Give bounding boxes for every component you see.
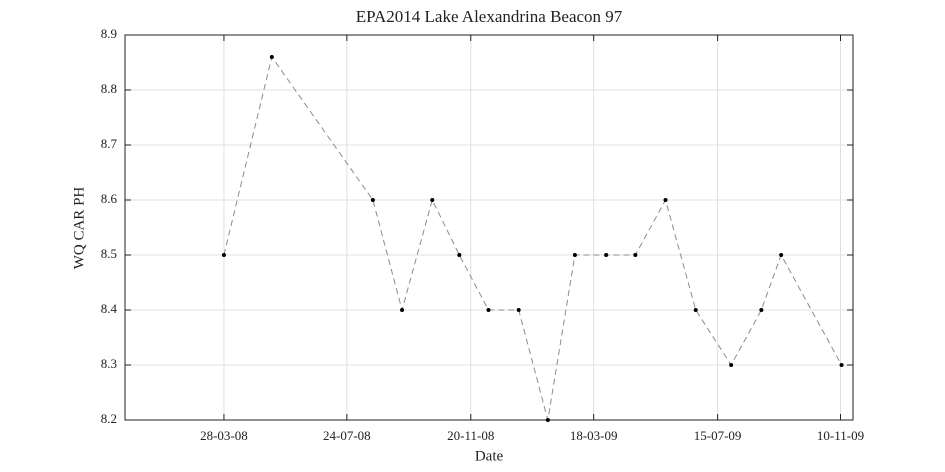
data-point — [729, 363, 734, 367]
data-point — [221, 253, 226, 257]
data-point — [545, 418, 550, 422]
chart-title: EPA2014 Lake Alexandrina Beacon 97 — [356, 7, 623, 26]
data-line — [223, 55, 842, 421]
x-axis-label: Date — [475, 448, 504, 464]
data-point — [572, 253, 577, 257]
data-point — [516, 308, 521, 312]
x-tick-label: 20-11-08 — [447, 428, 494, 443]
y-tick-label: 8.9 — [101, 26, 117, 41]
y-axis-label: WQ CAR PH — [71, 187, 87, 270]
y-tick-label: 8.8 — [101, 81, 117, 96]
data-point — [839, 363, 844, 367]
y-tick-label: 8.3 — [101, 356, 117, 371]
x-tick-label: 28-03-08 — [200, 428, 248, 443]
x-tick-label: 18-03-09 — [570, 428, 618, 443]
data-point — [457, 253, 462, 257]
data-point — [370, 198, 375, 202]
data-point — [779, 253, 784, 257]
y-tick-label: 8.4 — [101, 301, 118, 316]
data-point — [269, 55, 274, 59]
data-point — [486, 308, 491, 312]
data-point — [759, 308, 764, 312]
x-tick-label: 15-07-09 — [694, 428, 742, 443]
x-tick-label: 24-07-08 — [323, 428, 371, 443]
y-tick-label: 8.7 — [101, 136, 118, 151]
data-point — [663, 198, 668, 202]
y-tick-label: 8.5 — [101, 246, 117, 261]
plot-frame — [124, 34, 854, 421]
data-point — [693, 308, 698, 312]
y-tick-label: 8.6 — [101, 191, 118, 206]
x-tick-label: 10-11-09 — [817, 428, 864, 443]
data-point — [400, 308, 405, 312]
data-point — [633, 253, 638, 257]
data-point — [430, 198, 435, 202]
y-tick-label: 8.2 — [101, 411, 117, 426]
data-point — [604, 253, 609, 257]
